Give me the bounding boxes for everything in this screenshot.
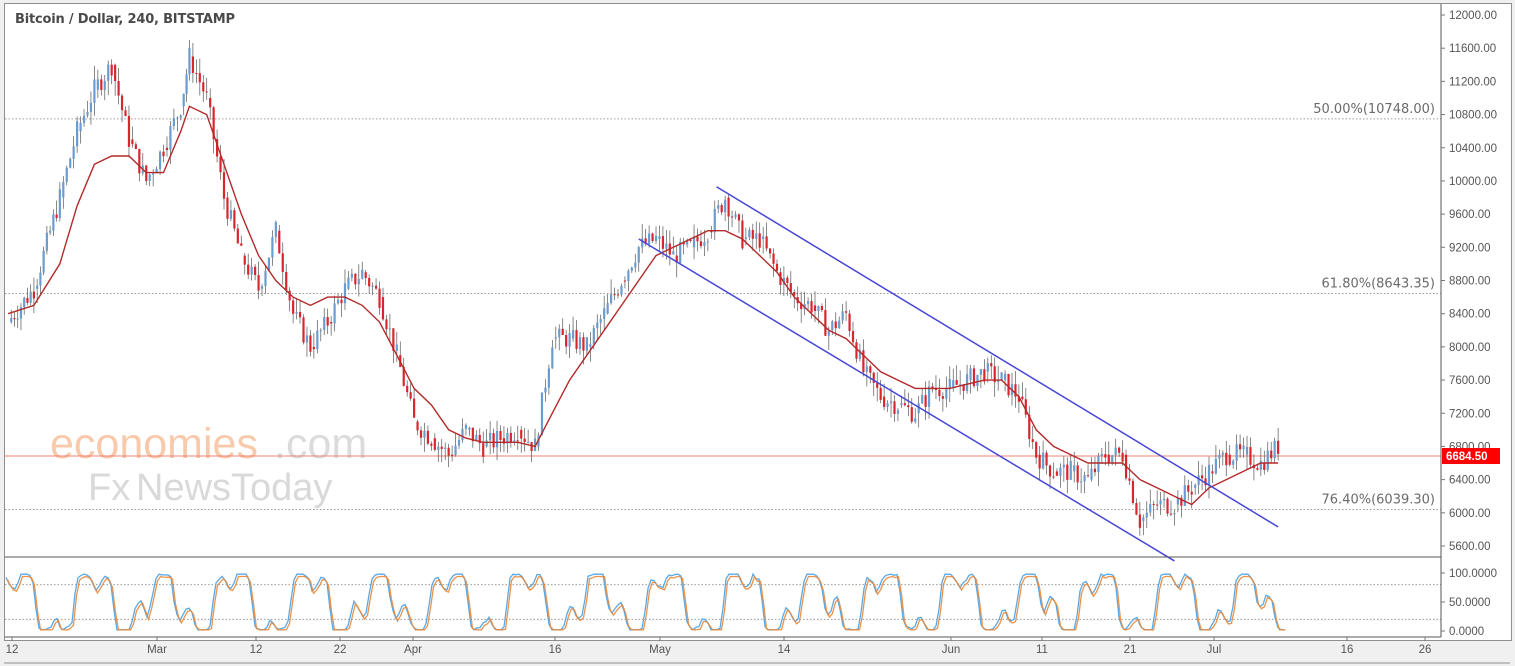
price-tick-label: 12000.00: [1449, 10, 1497, 22]
time-tick-label: 12: [6, 644, 19, 656]
time-tick-label: 22: [334, 644, 347, 656]
price-tick-label: 10000.00: [1449, 176, 1497, 188]
price-tick-label: 8000.00: [1449, 342, 1491, 354]
time-tick-label: 14: [778, 644, 791, 656]
watermark-fx: Fx: [88, 467, 130, 509]
chart-title: Bitcoin / Dollar, 240, BITSTAMP: [15, 12, 235, 27]
moving-average-path: [7, 105, 1279, 506]
price-tick-label: 9200.00: [1449, 242, 1491, 254]
descending-channel[interactable]: [638, 186, 1279, 562]
time-tick-label: Jun: [942, 644, 961, 656]
price-tick-label: 6400.00: [1449, 475, 1491, 487]
candlesticks: [10, 39, 1280, 536]
fibonacci-levels: 50.00%(10748.00) 61.80%(8643.35) 76.40%(60…: [5, 102, 1441, 620]
time-tick-label: Jul: [1207, 644, 1222, 656]
time-tick-label: Apr: [404, 644, 422, 656]
price-tick-label: 10400.00: [1449, 143, 1497, 155]
channel-lower-line[interactable]: [638, 238, 1175, 562]
oscillator-tick-label: 0.0000: [1449, 626, 1484, 638]
time-tick-label: May: [649, 644, 671, 656]
stoch-d-line: [6, 574, 1286, 631]
time-tick-label: 16: [549, 644, 562, 656]
moving-average-line: [7, 105, 1279, 506]
time-tick-label: 12: [250, 644, 263, 656]
price-tick-label: 10800.00: [1449, 110, 1497, 122]
watermark-newstoday: NewsToday: [136, 467, 332, 509]
fib-level-label: 61.80%(8643.35): [1322, 276, 1435, 291]
time-tick-label: 11: [1036, 644, 1048, 656]
oscillator-tick-label: 100.0000: [1449, 568, 1497, 580]
price-tick-label: 8400.00: [1449, 309, 1491, 321]
price-tick-label: 11600.00: [1449, 43, 1496, 55]
watermark: economies .com Fx NewsToday: [50, 420, 367, 509]
price-tick-label: 5600.00: [1449, 541, 1491, 553]
price-tick-label: 7200.00: [1449, 408, 1491, 420]
axes: 12000.00 11600.00 11200.00 10800.00 10400.00…: [4, 4, 1510, 664]
channel-upper-line[interactable]: [716, 186, 1279, 528]
price-tick-label: 9600.00: [1449, 209, 1491, 221]
price-tick-label: 7600.00: [1449, 375, 1491, 387]
oscillator-tick-label: 50.0000: [1449, 597, 1491, 609]
time-tick-label: 21: [1124, 644, 1137, 656]
fib-level-label: 76.40%(6039.30): [1322, 493, 1435, 508]
price-tick-label: 11200.00: [1449, 76, 1496, 88]
watermark-dotcom: .com: [274, 420, 367, 468]
price-tick-label: 8800.00: [1449, 276, 1491, 288]
fib-level-label: 50.00%(10748.00): [1313, 102, 1435, 117]
current-price-badge: [1442, 448, 1500, 465]
price-tick-label: 6000.00: [1449, 508, 1491, 520]
stochastic-oscillator: [5, 572, 1286, 631]
time-tick-label: Mar: [147, 644, 167, 656]
time-tick-label: 26: [1419, 644, 1432, 656]
time-tick-label: 16: [1341, 644, 1354, 656]
watermark-economies: economies: [50, 420, 258, 468]
chart-frame: Bitcoin / Dollar, 240, BITSTAMP: [4, 3, 1512, 641]
current-price-value: 6684.50: [1446, 451, 1488, 463]
